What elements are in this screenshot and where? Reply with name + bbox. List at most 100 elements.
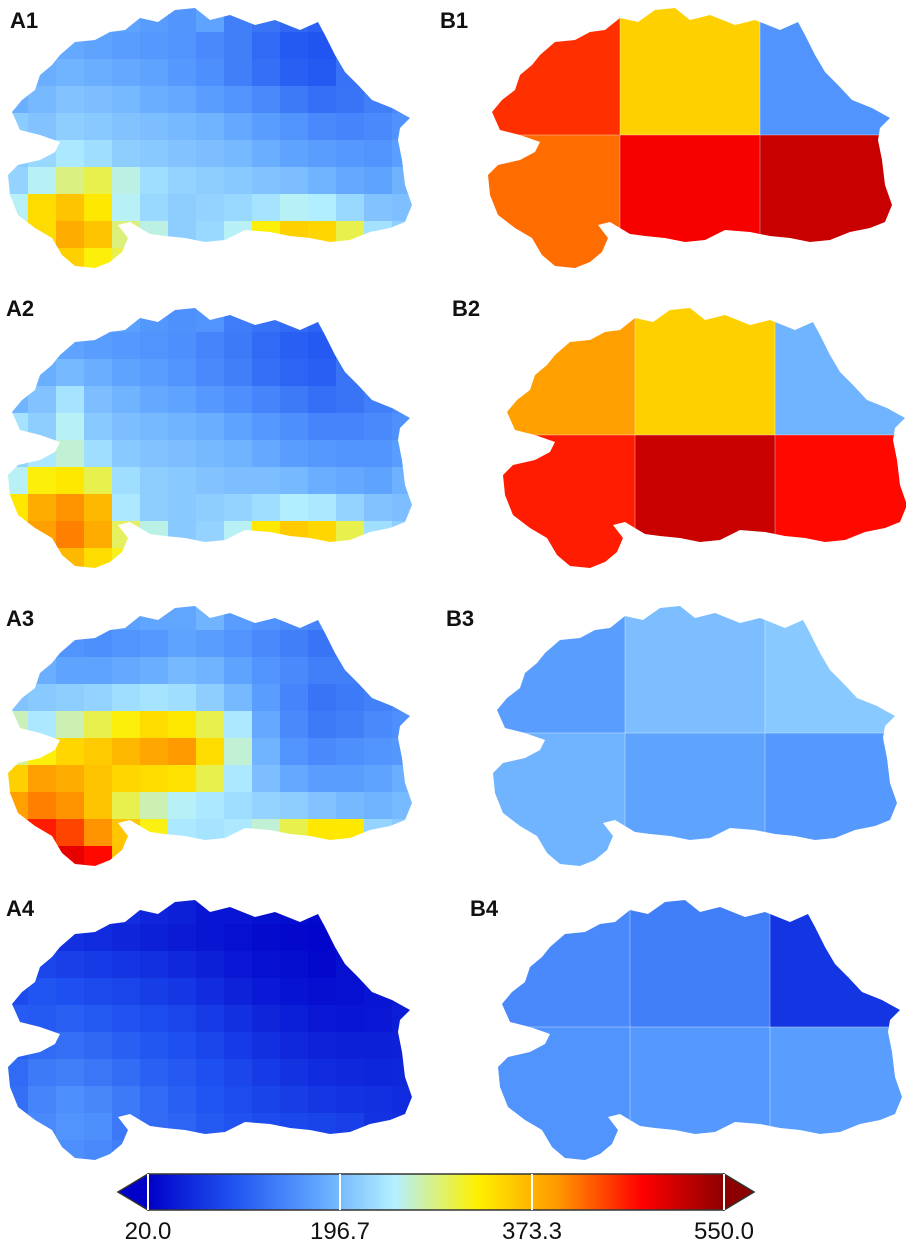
grid-cell xyxy=(224,978,253,1006)
grid-cell xyxy=(168,711,197,739)
map-cells-a2 xyxy=(8,308,412,568)
grid-cell xyxy=(252,86,281,114)
grid-cell xyxy=(224,140,253,168)
grid-cell xyxy=(28,548,57,568)
grid-cell xyxy=(168,308,197,333)
grid-cell xyxy=(392,194,412,222)
grid-cell xyxy=(498,900,631,1028)
grid-cell xyxy=(168,1113,197,1141)
grid-cell xyxy=(392,8,412,33)
grid-cell xyxy=(308,140,337,168)
grid-cell xyxy=(364,413,393,441)
grid-cell xyxy=(28,8,57,33)
grid-cell xyxy=(308,308,337,333)
grid-cell xyxy=(28,521,57,549)
grid-cell xyxy=(196,657,225,685)
grid-cell xyxy=(252,684,281,712)
grid-cell xyxy=(392,59,412,87)
grid-cell xyxy=(308,194,337,222)
grid-cell xyxy=(336,194,365,222)
grid-cell xyxy=(392,86,412,114)
grid-cell xyxy=(8,140,29,168)
grid-cell xyxy=(392,1113,412,1141)
grid-cell xyxy=(56,521,85,549)
grid-cell xyxy=(280,386,309,414)
grid-cell xyxy=(392,1140,412,1160)
grid-cell xyxy=(392,167,412,195)
grid-cell xyxy=(112,1140,141,1160)
grid-cell xyxy=(308,32,337,60)
grid-cell xyxy=(112,738,141,766)
grid-cell xyxy=(364,386,393,414)
grid-cell xyxy=(224,738,253,766)
grid-cell xyxy=(336,711,365,739)
grid-cell xyxy=(112,32,141,60)
grid-cell xyxy=(364,684,393,712)
grid-cell xyxy=(392,606,412,631)
grid-cell xyxy=(140,140,169,168)
grid-cell xyxy=(252,248,281,268)
grid-cell xyxy=(8,467,29,495)
grid-cell xyxy=(56,59,85,87)
grid-cell xyxy=(84,1140,113,1160)
grid-cell xyxy=(280,359,309,387)
grid-cell xyxy=(168,684,197,712)
grid-cell xyxy=(168,386,197,414)
grid-cell xyxy=(112,440,141,468)
grid-cell xyxy=(364,1086,393,1114)
grid-cell xyxy=(308,494,337,522)
grid-cell xyxy=(280,86,309,114)
grid-cell xyxy=(84,494,113,522)
grid-cell xyxy=(56,248,85,268)
grid-cell xyxy=(308,792,337,820)
grid-cell xyxy=(196,221,225,249)
grid-cell xyxy=(224,846,253,866)
grid-cell xyxy=(84,8,113,33)
grid-cell xyxy=(84,846,113,866)
grid-cell xyxy=(84,32,113,60)
grid-cell xyxy=(56,1086,85,1114)
grid-cell xyxy=(336,738,365,766)
grid-cell xyxy=(84,308,113,333)
grid-cell xyxy=(8,1086,29,1114)
grid-cell xyxy=(224,606,253,631)
grid-cell xyxy=(196,521,225,549)
grid-cell xyxy=(280,1140,309,1160)
grid-cell xyxy=(168,792,197,820)
grid-cell xyxy=(8,248,29,268)
grid-cell xyxy=(56,711,85,739)
grid-cell xyxy=(112,924,141,952)
grid-cell xyxy=(364,951,393,979)
grid-cell xyxy=(196,978,225,1006)
grid-cell xyxy=(112,467,141,495)
colorbar-tick-2: 373.3 xyxy=(501,1218,563,1245)
grid-cell xyxy=(280,140,309,168)
grid-cell xyxy=(336,900,365,925)
grid-cell xyxy=(140,86,169,114)
grid-cell xyxy=(280,765,309,793)
grid-cell xyxy=(140,630,169,658)
grid-cell xyxy=(308,630,337,658)
grid-cell xyxy=(308,1005,337,1033)
panel-label-a3: A3 xyxy=(6,606,35,631)
grid-cell xyxy=(308,467,337,495)
grid-cell xyxy=(308,1113,337,1141)
grid-cell xyxy=(392,248,412,268)
grid-cell xyxy=(364,221,393,249)
grid-cell xyxy=(336,308,365,333)
grid-cell xyxy=(252,657,281,685)
grid-cell xyxy=(112,413,141,441)
grid-cell xyxy=(196,900,225,925)
grid-cell xyxy=(224,8,253,33)
grid-cell xyxy=(252,765,281,793)
grid-cell xyxy=(280,1005,309,1033)
grid-cell xyxy=(8,738,29,766)
grid-cell xyxy=(28,819,57,847)
grid-cell xyxy=(56,765,85,793)
grid-cell xyxy=(308,606,337,631)
grid-cell xyxy=(28,440,57,468)
grid-cell xyxy=(280,248,309,268)
grid-cell xyxy=(84,951,113,979)
grid-cell xyxy=(364,819,393,847)
grid-cell xyxy=(168,1032,197,1060)
